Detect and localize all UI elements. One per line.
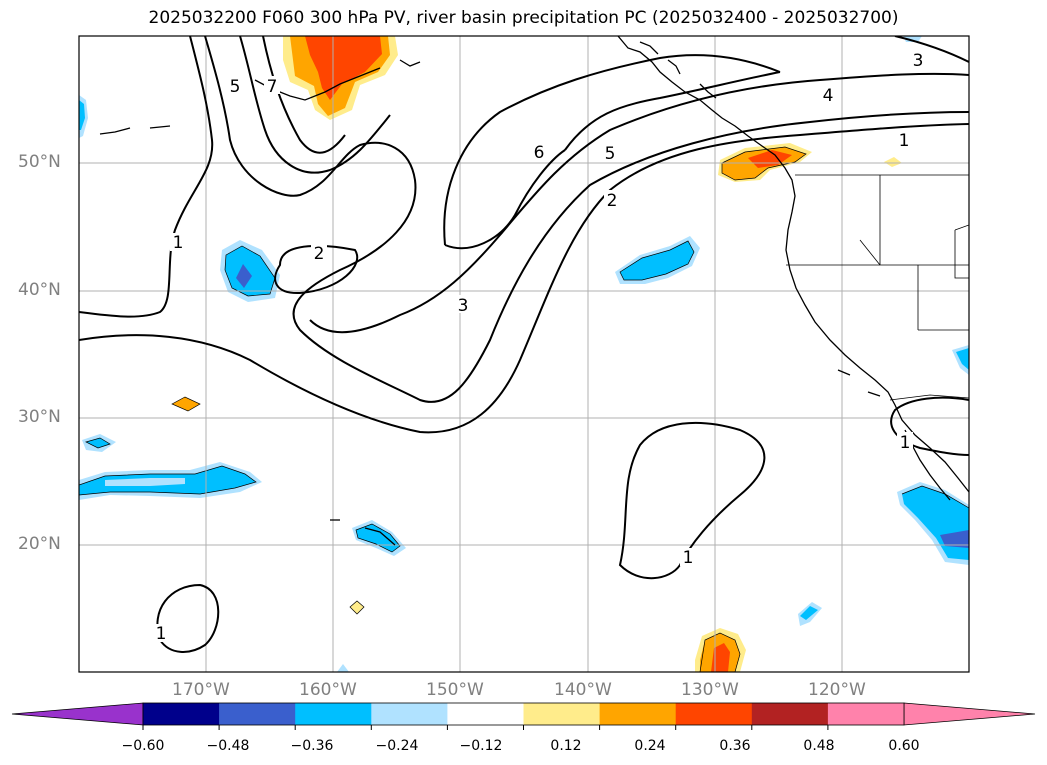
colorbar-tick-label: −0.12 — [459, 738, 503, 754]
colorbar-tick-label: −0.36 — [290, 738, 334, 754]
contour-label: 5 — [605, 144, 616, 164]
precip-outlines — [79, 146, 969, 672]
contour-labels: 5 7 1 2 6 5 4 3 2 3 1 1 1 1 — [153, 50, 926, 644]
contour-label: 2 — [314, 244, 325, 264]
colorbar-swatch — [371, 703, 448, 725]
borders — [786, 174, 969, 401]
colorbar-swatch — [599, 703, 677, 725]
colorbar-swatch — [143, 703, 220, 725]
colorbar-tick-label: −0.24 — [375, 738, 419, 754]
colorbar-swatch — [295, 703, 372, 725]
lon-label: 170°W — [172, 680, 230, 700]
contour-label: 1 — [173, 233, 184, 253]
lon-label: 130°W — [681, 680, 739, 700]
lon-label: 140°W — [554, 680, 612, 700]
colorbar-tick-label: −0.48 — [206, 738, 250, 754]
plot-area — [79, 36, 969, 672]
contour-label: 1 — [156, 624, 167, 644]
lat-label: 20°N — [18, 534, 61, 554]
colorbar-tick-label: 0.36 — [719, 738, 751, 754]
plot-frame — [78, 35, 970, 673]
colorbar-tick-label: 0.60 — [888, 738, 920, 754]
contour-label: 2 — [607, 191, 618, 211]
contour-label: 1 — [900, 433, 911, 453]
colorbar-swatch — [751, 703, 829, 725]
contour-label: 1 — [899, 131, 910, 151]
colorbar-tick-label: 0.24 — [634, 738, 666, 754]
colorbar-tick-label: 0.48 — [803, 738, 835, 754]
precip-negative-shading — [79, 36, 969, 672]
graticule — [79, 36, 969, 672]
colorbar-swatch — [827, 703, 904, 725]
lat-label: 30°N — [18, 407, 61, 427]
map-title: 2025032200 F060 300 hPa PV, river basin … — [148, 8, 899, 28]
lat-label: 40°N — [18, 280, 61, 300]
contour-label: 5 — [230, 77, 241, 97]
contour-label: 3 — [913, 51, 924, 71]
colorbar — [11, 702, 1036, 730]
colorbar-swatch — [219, 703, 296, 725]
colorbar-swatch — [523, 703, 601, 725]
contour-label: 3 — [458, 296, 469, 316]
pv-contours — [79, 36, 969, 653]
contour-label: 1 — [683, 548, 694, 568]
colorbar-swatch — [675, 703, 753, 725]
lon-label: 120°W — [808, 680, 866, 700]
lon-label: 150°W — [426, 680, 484, 700]
contour-label: 6 — [534, 143, 545, 163]
lon-label: 160°W — [299, 680, 357, 700]
lat-label: 50°N — [18, 152, 61, 172]
colorbar-swatch — [447, 703, 524, 725]
colorbar-tick-label: −0.60 — [121, 738, 165, 754]
contour-label: 4 — [823, 86, 834, 106]
contour-label: 7 — [267, 77, 278, 97]
colorbar-tick-label: 0.12 — [550, 738, 582, 754]
